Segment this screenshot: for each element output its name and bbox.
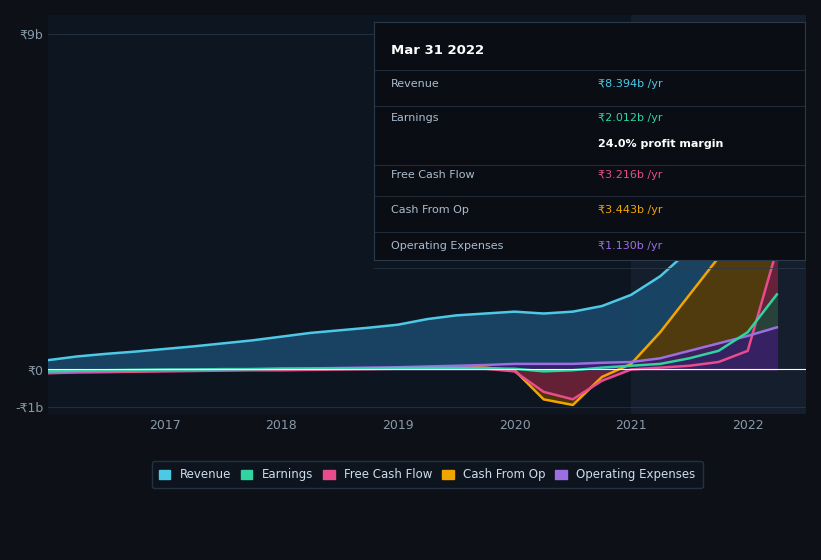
Text: 24.0% profit margin: 24.0% profit margin: [598, 139, 723, 149]
Text: ₹8.394b /yr: ₹8.394b /yr: [598, 80, 663, 89]
Text: Mar 31 2022: Mar 31 2022: [391, 44, 484, 57]
Text: Cash From Op: Cash From Op: [391, 206, 469, 216]
Text: ₹2.012b /yr: ₹2.012b /yr: [598, 113, 663, 123]
Text: ₹3.443b /yr: ₹3.443b /yr: [598, 206, 663, 216]
Text: Operating Expenses: Operating Expenses: [391, 241, 503, 251]
Bar: [631, 15, 806, 414]
Text: ₹1.130b /yr: ₹1.130b /yr: [598, 241, 662, 251]
Text: Revenue: Revenue: [391, 80, 439, 89]
Text: Free Cash Flow: Free Cash Flow: [391, 170, 475, 180]
Legend: Revenue, Earnings, Free Cash Flow, Cash From Op, Operating Expenses: Revenue, Earnings, Free Cash Flow, Cash …: [152, 461, 703, 488]
Text: ₹3.216b /yr: ₹3.216b /yr: [598, 170, 662, 180]
Text: Earnings: Earnings: [391, 113, 439, 123]
